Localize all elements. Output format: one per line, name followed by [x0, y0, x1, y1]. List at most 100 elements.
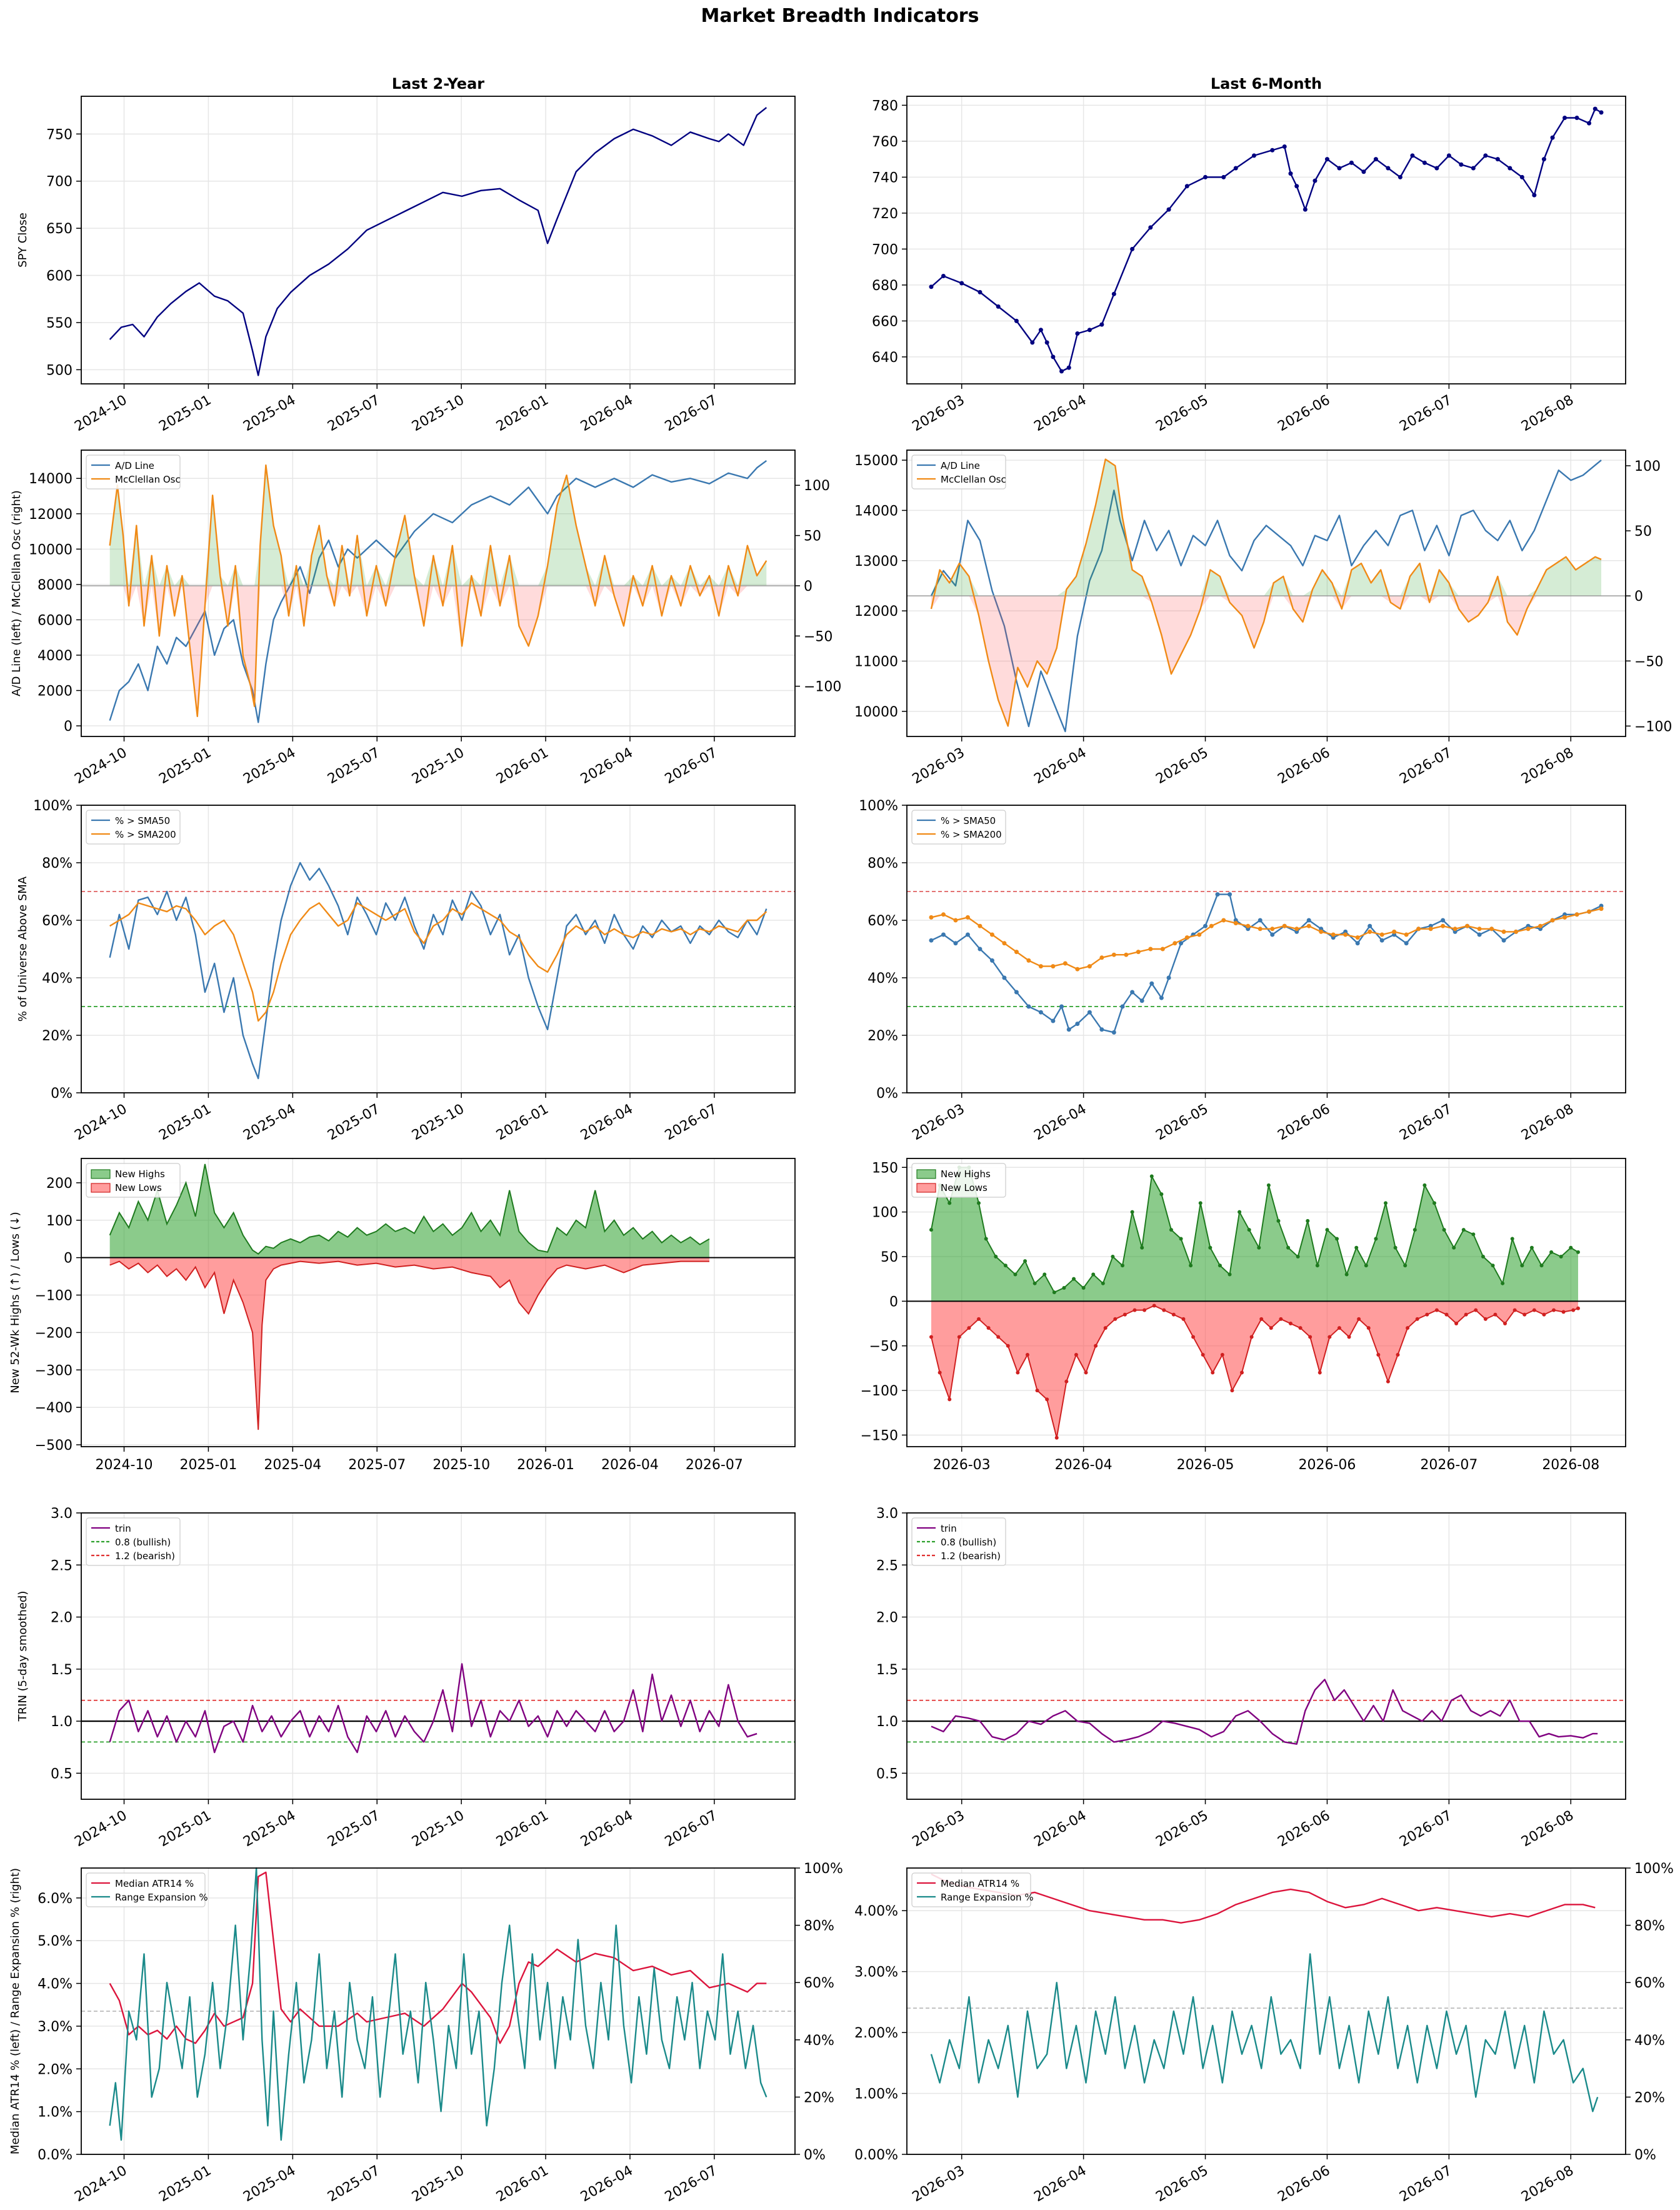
data-point	[1282, 144, 1287, 149]
data-point	[1361, 169, 1366, 174]
data-point	[1215, 892, 1220, 897]
legend-label: trin	[941, 1523, 957, 1534]
data-point	[1152, 1303, 1156, 1308]
series-line-range-expansion-	[109, 1867, 768, 2141]
x-tick-label: 2026-07	[1397, 1808, 1454, 1851]
data-point	[1148, 225, 1153, 230]
data-point	[1386, 166, 1391, 171]
data-point	[1130, 246, 1135, 251]
y2-tick-label: 50	[1634, 524, 1652, 540]
data-point	[1599, 110, 1604, 115]
data-point	[1159, 995, 1164, 1000]
data-point	[978, 289, 982, 294]
series-line-a-d-line	[930, 460, 1602, 733]
data-point	[1452, 1245, 1456, 1250]
x-tick-label: 2024-10	[72, 745, 129, 788]
data-point	[1003, 1263, 1008, 1268]
data-point	[1398, 174, 1402, 179]
data-point	[965, 915, 970, 920]
legend-label: trin	[115, 1523, 131, 1534]
data-point	[1592, 106, 1598, 111]
panel-sma_2y: 0% 20% 40% 60% 80% 100% 2024-10 2025-01 2025-04 2…	[16, 798, 796, 1144]
data-point	[1103, 1326, 1108, 1330]
x-tick-label: 2025-04	[241, 1102, 298, 1144]
x-tick-label: 2026-04	[1032, 393, 1089, 435]
y-tick-label: 650	[46, 221, 72, 237]
data-point	[1228, 1272, 1232, 1277]
data-point	[1149, 981, 1154, 986]
legend-swatch	[916, 1169, 936, 1179]
data-point	[1276, 1218, 1281, 1223]
legend-box	[911, 1517, 1006, 1566]
data-point	[1489, 927, 1494, 932]
axes-frame	[906, 805, 1626, 1093]
data-point	[1136, 950, 1141, 955]
y-axis-label: % of Universe Above SMA	[16, 876, 29, 1022]
y-tick-label: 0	[64, 1251, 72, 1267]
x-tick-label: 2026-01	[494, 393, 551, 435]
data-point	[1576, 1250, 1580, 1254]
data-point	[929, 938, 934, 943]
data-point	[1270, 932, 1275, 937]
axes-frame	[81, 450, 796, 737]
data-point	[1258, 918, 1262, 923]
data-point	[1032, 1281, 1037, 1285]
y-tick-label: 10000	[29, 542, 72, 558]
x-tick-label: 2025-10	[409, 745, 467, 788]
x-tick-label: 2026-04	[1032, 2163, 1089, 2206]
x-tick-label: 2026-03	[910, 2163, 968, 2206]
legend: A/D Line McClellan Osc	[911, 455, 1006, 490]
data-point	[1561, 1310, 1566, 1314]
x-tick-label: 2026-08	[1519, 393, 1576, 435]
y-tick-label: 10000	[854, 705, 898, 720]
data-point	[1512, 1308, 1517, 1312]
x-tick-label: 2025-01	[156, 1808, 214, 1851]
x-tick-label: 2026-06	[1298, 1457, 1356, 1473]
data-point	[1054, 1435, 1059, 1440]
data-point	[1002, 975, 1007, 980]
data-point	[1159, 1192, 1164, 1197]
legend-label: % > SMA200	[941, 829, 1002, 840]
data-point	[1501, 929, 1506, 934]
x-tick-label: 2026-04	[578, 393, 636, 435]
x-tick-label: 2025-04	[241, 393, 298, 435]
data-point	[1471, 1232, 1476, 1237]
data-point	[1228, 892, 1232, 897]
series-line--sma200	[109, 902, 768, 1022]
data-point	[1081, 1285, 1086, 1290]
data-point	[1599, 907, 1604, 912]
data-point	[959, 281, 964, 286]
data-point	[989, 932, 994, 937]
data-point	[1203, 174, 1208, 179]
data-point	[1208, 1245, 1212, 1250]
data-point	[1461, 1228, 1466, 1232]
data-point	[1562, 116, 1568, 120]
x-tick-label: 2025-01	[179, 1457, 237, 1473]
data-point	[1319, 929, 1324, 934]
data-point	[1246, 923, 1251, 928]
data-point	[1386, 1379, 1390, 1384]
y-tick-label: 6000	[38, 613, 72, 628]
data-point	[1257, 1245, 1261, 1250]
x-tick-label: 2026-08	[1542, 1457, 1599, 1473]
y2-tick-label: 20%	[804, 2090, 834, 2106]
data-point	[1203, 923, 1208, 928]
data-point	[977, 1317, 981, 1321]
data-point	[1501, 938, 1506, 943]
data-point	[978, 947, 982, 952]
data-point	[1422, 160, 1427, 165]
data-point	[1298, 1326, 1302, 1330]
y-tick-label: 700	[872, 242, 898, 258]
data-point	[1368, 929, 1372, 934]
data-point	[1550, 918, 1555, 923]
x-tick-label: 2026-08	[1519, 745, 1576, 788]
y-tick-label: 550	[46, 316, 72, 331]
data-point	[1288, 1322, 1292, 1326]
panel-hl_6m: −150 −100 −50 0 50 100 150 2026-03 2026-04 2026-0…	[861, 1158, 1626, 1473]
data-point	[1412, 1228, 1417, 1232]
x-tick-label: 2025-04	[241, 2163, 298, 2206]
data-point	[1051, 964, 1056, 969]
data-point	[1140, 1245, 1144, 1250]
data-point	[941, 932, 946, 937]
data-point	[1491, 1263, 1495, 1268]
